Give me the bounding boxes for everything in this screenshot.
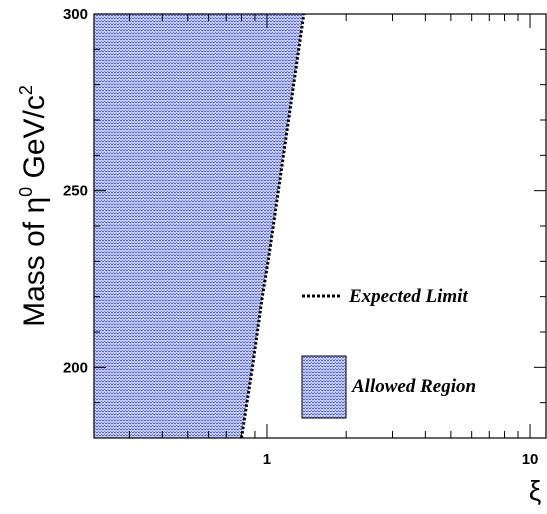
y-tick-label: 200: [63, 359, 88, 376]
legend-allowed-region-marker: [301, 355, 347, 419]
y-axis-label-unit-sup: 2: [16, 85, 36, 95]
expected-limit-line: [240, 13, 306, 439]
x-tick-label: 1: [263, 451, 271, 468]
legend: Expected Limit Allowed Region: [301, 286, 476, 419]
y-tick-label: 250: [63, 183, 88, 200]
x-tick-label: 10: [522, 451, 539, 468]
axis-ticks: 1 10 200 250 300: [63, 6, 546, 468]
y-axis-label-sup: 0: [16, 187, 36, 197]
y-axis-label-main: Mass of η: [18, 197, 51, 327]
allowed-region-area: [94, 14, 304, 438]
plot-area: [94, 13, 306, 439]
legend-expected-limit-label: Expected Limit: [348, 286, 468, 307]
y-axis-label: Mass of η0 GeV/c2: [16, 85, 51, 327]
y-tick-label: 300: [63, 6, 88, 23]
legend-allowed-region-label: Allowed Region: [351, 376, 476, 397]
x-axis-label: ξ: [529, 475, 542, 506]
y-axis-label-unit: GeV/c: [18, 95, 51, 187]
